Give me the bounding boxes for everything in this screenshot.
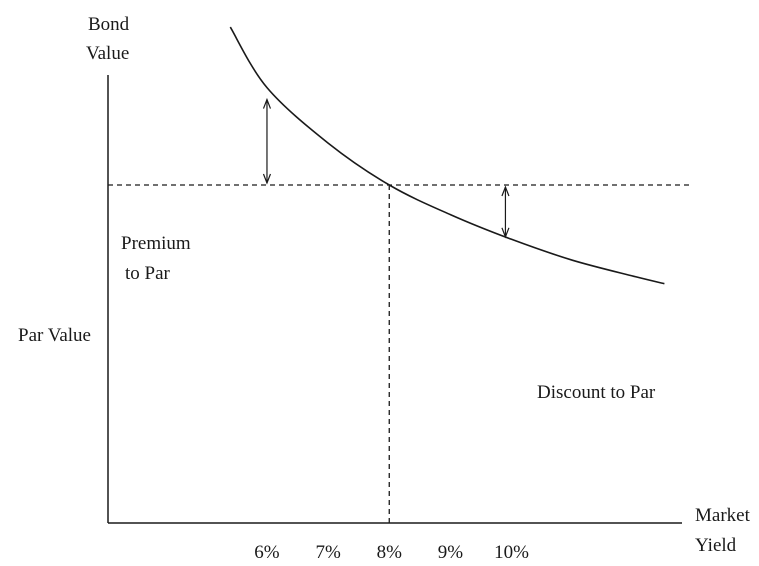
x-axis-label-line-1: Market xyxy=(695,505,751,526)
x-axis-label-line-2: Yield xyxy=(695,535,737,556)
x-tick-label: 8% xyxy=(377,542,403,563)
discount-arrow xyxy=(501,185,510,239)
x-tick-label: 6% xyxy=(254,542,280,563)
premium-label-line-1: Premium xyxy=(121,233,191,254)
x-tick-label: 10% xyxy=(494,542,529,563)
premium-label-line-2: to Par xyxy=(125,263,171,284)
premium-arrow xyxy=(262,97,272,185)
discount-label: Discount to Par xyxy=(537,382,656,403)
y-axis-label-line-2: Value xyxy=(86,43,129,64)
bond-value-curve xyxy=(229,26,665,285)
x-tick-label: 7% xyxy=(315,542,341,563)
y-axis-label-line-1: Bond xyxy=(88,14,130,35)
par-value-label: Par Value xyxy=(18,325,91,346)
x-tick-labels: 6% 7% 8% 9% 10% xyxy=(254,542,529,563)
x-tick-label: 9% xyxy=(438,542,464,563)
